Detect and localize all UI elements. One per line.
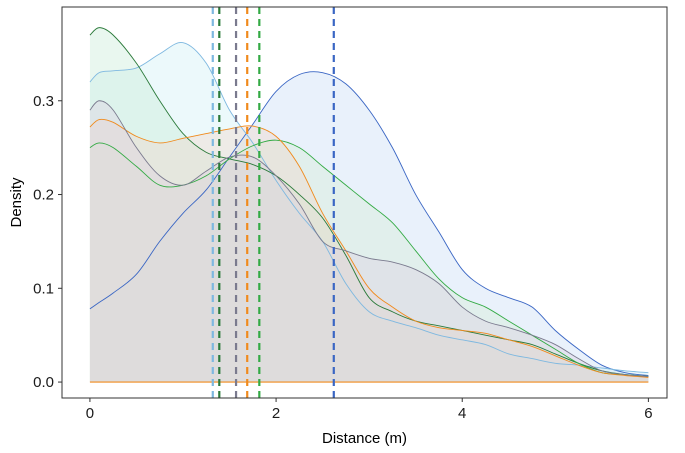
mean-lines xyxy=(211,7,335,398)
density-area-2 xyxy=(89,42,649,383)
x-tick-label: 0 xyxy=(86,405,94,422)
x-tick-label: 4 xyxy=(458,405,466,422)
density-area-6 xyxy=(89,100,649,383)
x-tick-label: 6 xyxy=(644,405,652,422)
density-line-3 xyxy=(89,27,649,377)
density-line-1 xyxy=(89,71,649,376)
x-axis-title: Distance (m) xyxy=(322,430,407,447)
y-tick-label: 0.1 xyxy=(33,280,54,297)
y-tick-label: 0.0 xyxy=(33,374,54,391)
density-areas xyxy=(89,27,649,383)
plot-frame xyxy=(61,6,668,399)
y-axis-ticks: 0.0 0.1 0.2 0.3 xyxy=(33,93,62,391)
density-line-5 xyxy=(89,118,649,378)
density-area-1 xyxy=(89,71,649,383)
density-lines xyxy=(89,27,649,383)
x-axis-ticks: 0 2 4 6 xyxy=(86,398,653,422)
y-tick-label: 0.3 xyxy=(33,93,54,110)
density-line-4 xyxy=(89,139,649,377)
density-line-2 xyxy=(89,42,649,374)
density-line-6 xyxy=(89,100,649,377)
density-area-3 xyxy=(89,27,649,383)
y-axis-title: Density xyxy=(8,177,25,228)
density-area-5 xyxy=(89,119,649,383)
x-tick-label: 2 xyxy=(272,405,280,422)
y-tick-label: 0.2 xyxy=(33,187,54,204)
